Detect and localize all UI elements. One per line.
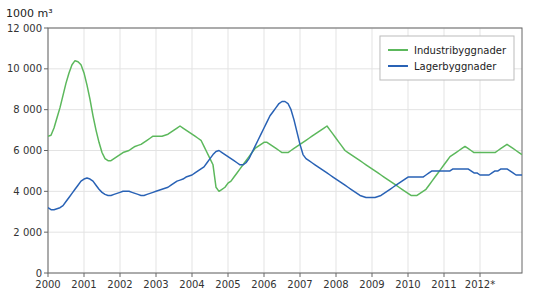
plot-background: [48, 28, 522, 273]
legend-label: Industribyggnader: [414, 45, 507, 56]
tick-y: [44, 191, 48, 192]
tick-label-y: 2 000: [13, 227, 42, 238]
tick-y: [44, 150, 48, 151]
tick-x: [372, 273, 373, 277]
tick-label-x: 2008: [323, 279, 348, 290]
grid-line-y: [48, 232, 522, 233]
lines: [48, 61, 522, 210]
tick-label-x: 2002: [107, 279, 132, 290]
tick-x: [120, 273, 121, 277]
legend-swatch: [388, 49, 408, 51]
tick-y: [44, 68, 48, 69]
tick-x: [300, 273, 301, 277]
tick-label-x: 2009: [359, 279, 384, 290]
grid-line-y: [48, 191, 522, 192]
tick-x: [192, 273, 193, 277]
title: 1000 m³: [6, 7, 53, 20]
tick-label-x: 2012*: [465, 279, 495, 290]
legend: Industribyggnader Lagerbyggnader: [380, 36, 514, 80]
plot-frame: [48, 28, 522, 273]
tick-label-x: 2001: [71, 279, 96, 290]
grid: [48, 28, 522, 273]
tick-y: [44, 232, 48, 233]
tick-x: [228, 273, 229, 277]
tick-label-y: 10 000: [7, 63, 42, 74]
tick-x: [336, 273, 337, 277]
grid-line-x: [84, 28, 85, 273]
legend-swatch: [388, 65, 408, 67]
line-series: [48, 102, 522, 210]
grid-line-x: [192, 28, 193, 273]
grid-line-x: [156, 28, 157, 273]
tick-label-y: 0: [36, 268, 42, 279]
tick-label-x: 2000: [35, 279, 60, 290]
tick-label-y: 4 000: [13, 186, 42, 197]
tick-label-x: 2011: [431, 279, 456, 290]
grid-line-x: [264, 28, 265, 273]
tick-y: [44, 273, 48, 274]
grid-line-y: [48, 150, 522, 151]
grid-line-x: [228, 28, 229, 273]
grid-line-x: [300, 28, 301, 273]
tick-label-x: 2007: [287, 279, 312, 290]
legend-box: [380, 36, 514, 80]
tick-y: [44, 109, 48, 110]
tick-label-x: 2006: [251, 279, 276, 290]
tick-x: [84, 273, 85, 277]
axes: 0 2 000 4 000 6 000 8 000 10 000 12 000 2000 200…: [7, 23, 522, 291]
tick-label-x: 2003: [143, 279, 168, 290]
grid-line-x: [372, 28, 373, 273]
tick-x: [156, 273, 157, 277]
line-series: [48, 61, 522, 196]
tick-x: [48, 273, 49, 277]
grid-line-x: [336, 28, 337, 273]
grid-line-x: [120, 28, 121, 273]
legend-label: Lagerbyggnader: [414, 61, 497, 72]
tick-label-x: 2005: [215, 279, 240, 290]
tick-y: [44, 28, 48, 29]
chart: 0 2 000 4 000 6 000 8 000 10 000 12 000 2000 200…: [0, 0, 536, 297]
tick-label-y: 8 000: [13, 104, 42, 115]
tick-x: [408, 273, 409, 277]
tick-label-x: 2010: [395, 279, 420, 290]
tick-x: [264, 273, 265, 277]
tick-x: [444, 273, 445, 277]
tick-x: [480, 273, 481, 277]
grid-line-y: [48, 109, 522, 110]
tick-label-y: 12 000: [7, 23, 42, 34]
tick-label-y: 6 000: [13, 145, 42, 156]
tick-label-x: 2004: [179, 279, 204, 290]
